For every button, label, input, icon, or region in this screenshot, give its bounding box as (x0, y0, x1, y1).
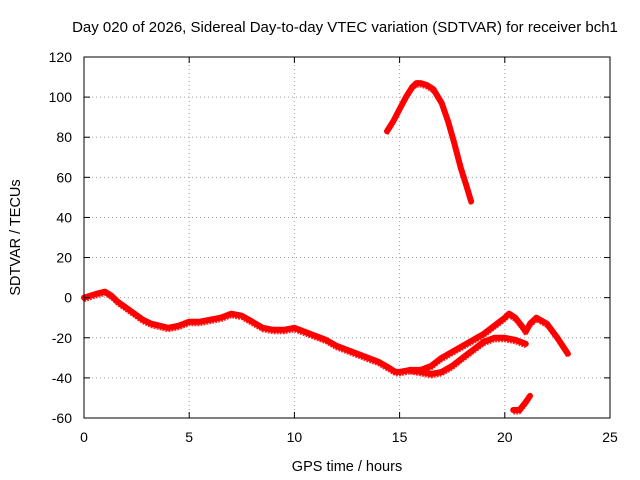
plot-frame (83, 56, 611, 419)
series-line-late-fragment-spread (513, 398, 532, 415)
series-line-main-band-spread (83, 293, 570, 377)
series-line-return-branch-spread (409, 339, 527, 379)
x-tick-label: 20 (497, 429, 513, 445)
y-tick-label: 0 (64, 290, 72, 306)
tick-labels: 0 5 10 15 20 25 -60 -40 -20 0 20 40 60 80 100 120 (49, 49, 618, 445)
x-tick-label: 15 (392, 429, 408, 445)
series-line-return-branch (407, 334, 529, 377)
y-tick-label: -20 (52, 330, 72, 346)
series-line-late-fragment (510, 392, 533, 413)
x-tick-label: 25 (602, 429, 618, 445)
y-tick-label: 100 (49, 89, 73, 105)
y-tick-label: -60 (52, 410, 72, 426)
y-tick-label: -40 (52, 370, 72, 386)
y-tick-label: 80 (56, 129, 72, 145)
y-tick-label: 120 (49, 49, 73, 65)
x-tick-label: 0 (80, 429, 88, 445)
chart-title: Day 020 of 2026, Sidereal Day-to-day VTE… (72, 19, 618, 36)
x-tick-label: 10 (287, 429, 303, 445)
ticks (83, 56, 611, 419)
y-axis-label: SDTVAR / TECUs (8, 179, 24, 295)
y-tick-label: 60 (56, 169, 72, 185)
y-tick-label: 40 (56, 209, 72, 225)
series-line-afternoon-peak-spread (385, 84, 473, 205)
series-line-main-band (81, 288, 571, 375)
y-tick-label: 20 (56, 250, 72, 266)
x-axis-label: GPS time / hours (292, 459, 402, 475)
x-tick-label: 5 (185, 429, 193, 445)
series-layer (81, 80, 571, 415)
grid (84, 57, 610, 418)
